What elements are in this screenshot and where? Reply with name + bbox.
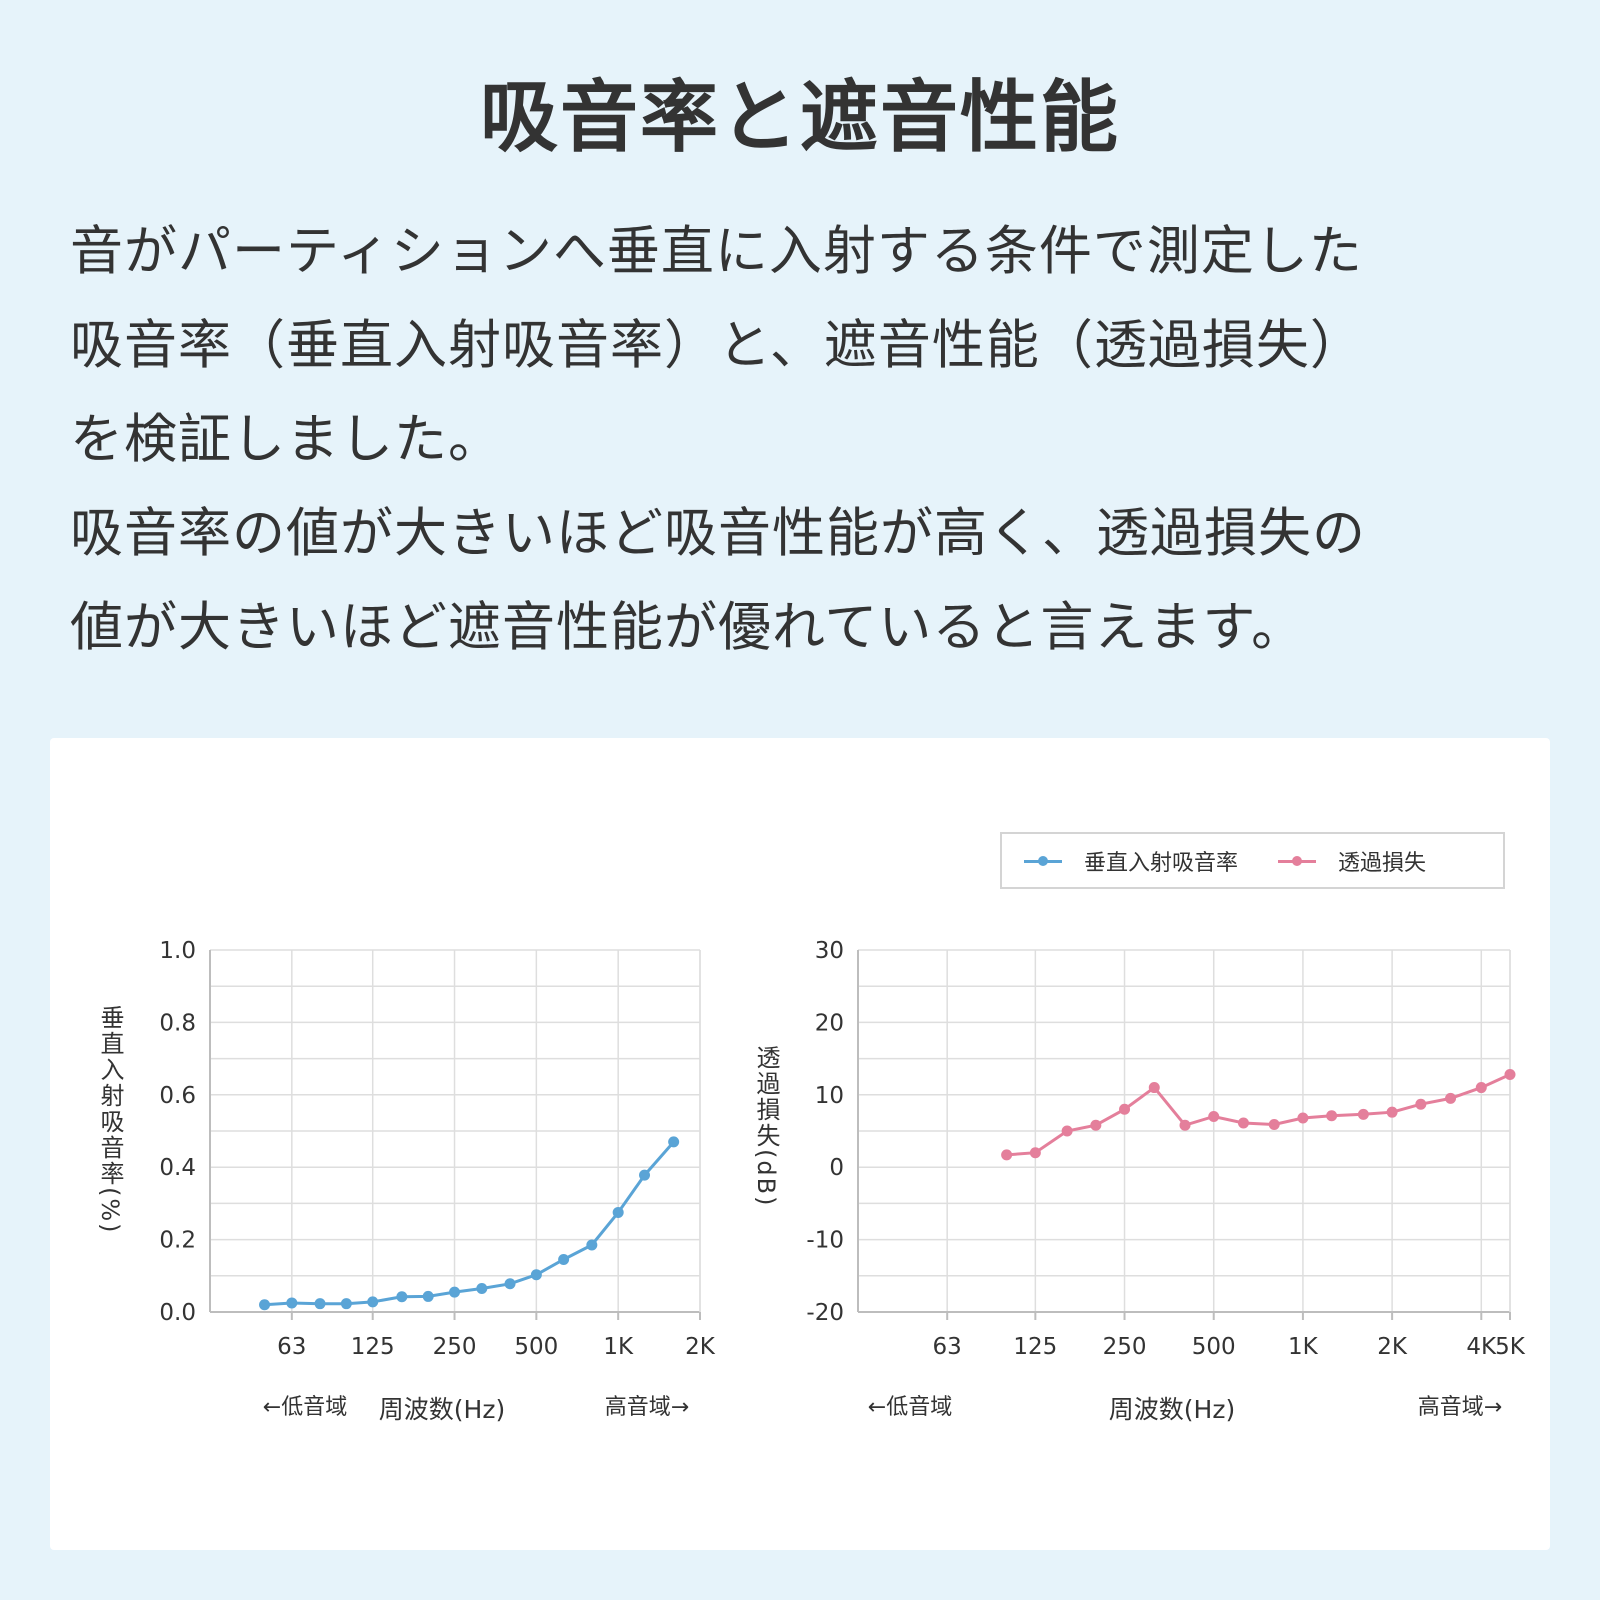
data-point — [340, 1298, 352, 1310]
y-tick-label: 0.4 — [159, 1155, 196, 1181]
x-axis-high-label: 高音域→ — [1418, 1395, 1502, 1420]
data-point — [668, 1136, 680, 1148]
y-tick-label: 0.8 — [159, 1010, 196, 1036]
x-tick-label: 125 — [351, 1334, 395, 1360]
data-point — [1415, 1098, 1427, 1110]
y-tick-label: 10 — [815, 1083, 844, 1109]
x-tick-label: 250 — [433, 1334, 477, 1360]
x-tick-label: 250 — [1103, 1334, 1147, 1360]
y-axis-label: 垂直入射吸音率(%) — [96, 1005, 124, 1235]
description-line: を検証しました。 — [70, 409, 502, 470]
data-point — [1268, 1118, 1280, 1130]
y-tick-label: 0.2 — [159, 1228, 196, 1254]
chart-0: 0.0 0.2 0.4 0.6 0.8 1.0 63 125 250 500 1K 2K 垂直入射吸音率… — [96, 938, 716, 1424]
data-point — [612, 1206, 624, 1218]
data-point — [1237, 1117, 1249, 1129]
y-tick-label: 0.0 — [159, 1300, 196, 1326]
y-tick-label: -20 — [806, 1300, 844, 1326]
data-point — [314, 1298, 326, 1310]
description-line: 値が大きいほど遮音性能が優れていると言えます。 — [70, 597, 1306, 658]
data-point — [1475, 1082, 1487, 1094]
x-tick-label: 500 — [514, 1334, 558, 1360]
data-point — [259, 1299, 271, 1311]
data-point — [1119, 1103, 1131, 1115]
y-tick-label: -10 — [806, 1228, 844, 1254]
data-point — [1029, 1147, 1041, 1159]
data-point — [1061, 1125, 1073, 1137]
y-axis-label: 透過損失(dB) — [752, 1045, 780, 1207]
y-tick-label: 0 — [829, 1155, 844, 1181]
data-point — [558, 1254, 570, 1266]
x-tick-label: 125 — [1013, 1334, 1057, 1360]
x-tick-label: 2K — [1377, 1334, 1408, 1360]
data-point — [1148, 1082, 1160, 1094]
legend-item-transmission: 透過損失 — [1278, 845, 1426, 877]
data-point — [476, 1282, 488, 1294]
x-tick-label: 63 — [277, 1334, 306, 1360]
data-point — [1445, 1092, 1457, 1104]
x-axis-label: 周波数(Hz) — [379, 1395, 505, 1424]
legend-swatch-transmission — [1278, 851, 1317, 871]
data-point — [1001, 1149, 1013, 1161]
data-point — [286, 1297, 298, 1309]
data-point — [586, 1239, 598, 1251]
x-tick-label: 1K — [603, 1334, 634, 1360]
data-point — [367, 1296, 379, 1308]
page-title: 吸音率と遮音性能 — [479, 73, 1120, 163]
data-point — [1179, 1119, 1191, 1131]
x-tick-label: 63 — [933, 1334, 962, 1360]
y-tick-label: 0.6 — [159, 1083, 196, 1109]
data-point — [504, 1278, 516, 1290]
series-line — [1006, 1073, 1511, 1157]
y-tick-label: 1.0 — [159, 938, 196, 964]
data-point — [1326, 1110, 1338, 1122]
legend-swatch-absorption — [1024, 851, 1062, 871]
x-tick-label: 5K — [1495, 1334, 1526, 1360]
data-point — [422, 1290, 434, 1302]
legend-label-absorption: 垂直入射吸音率 — [1084, 850, 1239, 876]
y-tick-label: 20 — [815, 1010, 844, 1036]
description: 音がパーティションへ垂直に入射する条件で測定した 吸音率（垂直入射吸音率）と、遮… — [70, 205, 1550, 675]
description-line: 吸音率の値が大きいほど吸音性能が高く、透過損失の — [70, 503, 1366, 564]
description-line: 音がパーティションへ垂直に入射する条件で測定した — [70, 221, 1363, 282]
legend-label-transmission: 透過損失 — [1338, 850, 1427, 876]
data-point — [1090, 1119, 1102, 1131]
data-point — [530, 1269, 542, 1281]
legend-item-absorption: 垂直入射吸音率 — [1024, 845, 1238, 877]
description-line: 吸音率（垂直入射吸音率）と、遮音性能（透過損失） — [70, 315, 1364, 376]
data-point — [1386, 1106, 1398, 1118]
x-tick-label: 500 — [1192, 1334, 1236, 1360]
data-point — [396, 1291, 408, 1303]
x-axis-label: 周波数(Hz) — [1109, 1395, 1235, 1424]
x-tick-label: 2K — [685, 1334, 716, 1360]
data-point — [1208, 1111, 1220, 1123]
x-tick-label: 4K — [1466, 1334, 1497, 1360]
x-tick-label: 1K — [1288, 1334, 1319, 1360]
x-axis-high-label: 高音域→ — [605, 1395, 689, 1420]
chart-legend: 垂直入射吸音率 透過損失 — [1000, 832, 1505, 889]
data-point — [1357, 1108, 1369, 1120]
data-point — [449, 1286, 461, 1298]
x-axis-low-label: ←低音域 — [868, 1395, 952, 1420]
data-point — [1504, 1069, 1516, 1081]
y-tick-label: 30 — [815, 938, 844, 964]
series-line — [264, 1140, 675, 1307]
x-axis-low-label: ←低音域 — [263, 1395, 347, 1420]
data-point — [639, 1169, 651, 1181]
data-point — [1297, 1112, 1309, 1124]
